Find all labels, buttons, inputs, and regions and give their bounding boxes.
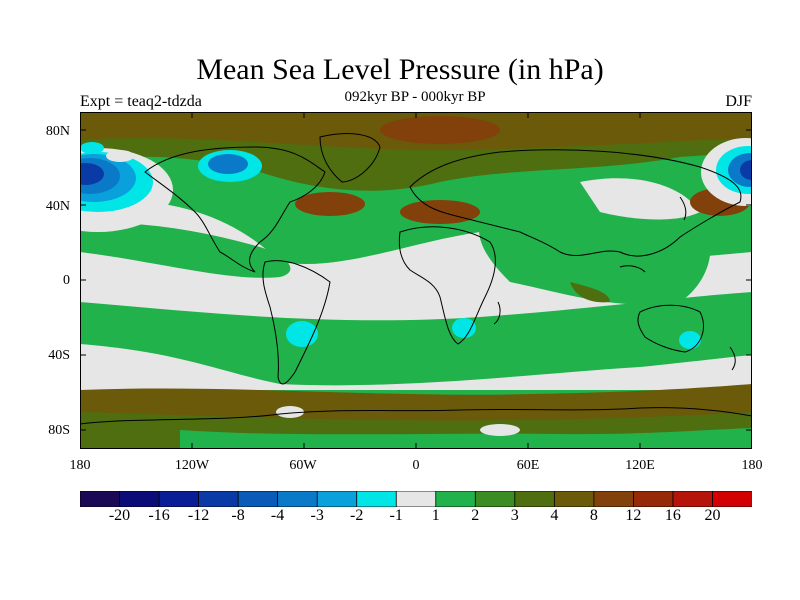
coastlines (80, 133, 752, 425)
antarctic-neutral-2 (480, 424, 520, 436)
experiment-label: Expt = teaq2-tdzda (80, 93, 202, 110)
antarctic-neutral-1 (276, 406, 304, 418)
lat-label-80s: 80S (48, 423, 70, 438)
colorbar-swatch-2 (158, 491, 200, 507)
lat-label-80n: 80N (45, 124, 70, 139)
coast-north-america (144, 146, 326, 273)
coast-antarctica (80, 407, 752, 425)
map-title: Mean Sea Level Pressure (in hPa) (196, 53, 604, 86)
colorbar-tick-2: -12 (187, 507, 210, 524)
pressure-map (80, 112, 752, 449)
colorbar-swatch-15 (672, 491, 714, 507)
colorbar-swatch-1 (119, 491, 160, 507)
arctic-high (380, 116, 500, 144)
colorbar-swatch-9 (435, 491, 476, 507)
colorbar-tick-4: -4 (270, 507, 285, 524)
colorbar-swatch-5 (277, 491, 318, 507)
map-ticks (80, 112, 752, 449)
canada-low-blue (208, 154, 248, 174)
colorbar-tick-6: -2 (350, 507, 364, 524)
colorbar-tick-15: 20 (704, 507, 721, 524)
colorbar-swatch-4 (237, 491, 279, 507)
season-label: DJF (725, 93, 752, 110)
colorbar-tick-1: -16 (148, 507, 170, 524)
alaska-neutral (106, 150, 134, 162)
australia-low (679, 331, 701, 349)
lon-label-180w: 180 (69, 458, 91, 473)
colorbar-tick-5: -3 (310, 507, 324, 524)
coast-indonesia (619, 265, 646, 273)
lat-label-0: 0 (63, 273, 70, 288)
band-south-neutral (80, 344, 752, 390)
lat-label-40s: 40S (48, 348, 70, 363)
lon-label-120e: 120E (625, 458, 655, 473)
colorbar-tick-12: 8 (589, 507, 598, 524)
lon-label-60w: 60W (289, 458, 317, 473)
patch-pacific-green (80, 223, 291, 278)
coast-new-zealand (729, 346, 736, 371)
colorbar-swatch-14 (633, 491, 674, 507)
south-africa-low (452, 318, 476, 338)
lon-label-60e: 60E (516, 458, 540, 473)
patch-asia-neutral (580, 178, 700, 220)
colorbar-swatch-12 (553, 491, 595, 507)
colorbar-swatch-10 (474, 491, 516, 507)
europe-high (400, 200, 480, 224)
patch-indian-olive (570, 282, 610, 303)
colorbar-tick-9: 2 (471, 507, 480, 524)
lon-label-0: 0 (412, 458, 420, 473)
coast-south-america (262, 260, 331, 385)
coast-eurasia (409, 149, 742, 257)
band-antarctic-green (180, 428, 752, 449)
colorbar-swatch-16 (712, 491, 752, 507)
colorbar-tick-3: -8 (231, 507, 245, 524)
atlantic-high (295, 192, 365, 216)
coast-madagascar (493, 301, 501, 325)
coast-greenland (319, 133, 381, 183)
aleutian-low-right-core (740, 160, 752, 180)
colorbar-swatch-13 (593, 491, 635, 507)
colorbar-swatch-6 (316, 491, 358, 507)
colorbar-tick-7: -1 (389, 507, 403, 524)
colorbar-swatch-0 (80, 491, 121, 507)
period-label: 092kyr BP - 000kyr BP (344, 89, 486, 105)
colorbar-tick-13: 12 (625, 507, 642, 524)
colorbar-swatch-11 (514, 491, 556, 507)
colorbar-swatch-7 (356, 491, 397, 507)
coast-japan (679, 196, 687, 221)
colorbar-tick-10: 3 (510, 507, 519, 524)
coast-australia (637, 304, 704, 353)
coast-africa (398, 226, 496, 345)
lon-label-180e: 180 (741, 458, 763, 473)
lat-label-40n: 40N (45, 199, 70, 214)
lon-label-120w: 120W (174, 458, 210, 473)
patch-indian-green (479, 212, 711, 305)
colorbar-tick-8: 1 (431, 507, 440, 524)
colorbar (80, 491, 752, 507)
colorbar-tick-0: -20 (108, 507, 131, 524)
colorbar-swatch-8 (395, 491, 437, 507)
aleutian-low-core (80, 163, 104, 185)
colorbar-tick-14: 16 (664, 507, 681, 524)
colorbar-tick-11: 4 (550, 507, 559, 524)
bering-cyan (80, 142, 104, 154)
colorbar-swatch-3 (198, 491, 239, 507)
